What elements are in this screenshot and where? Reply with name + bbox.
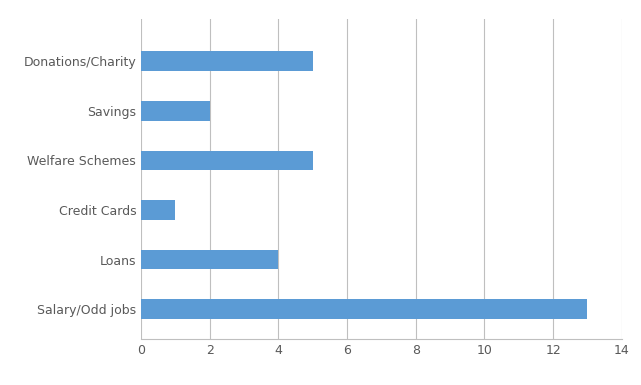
Bar (141, 101, 210, 121)
Bar (141, 151, 313, 170)
Bar (141, 249, 278, 270)
Bar (141, 299, 587, 319)
Bar (141, 52, 313, 71)
Bar (141, 200, 176, 220)
